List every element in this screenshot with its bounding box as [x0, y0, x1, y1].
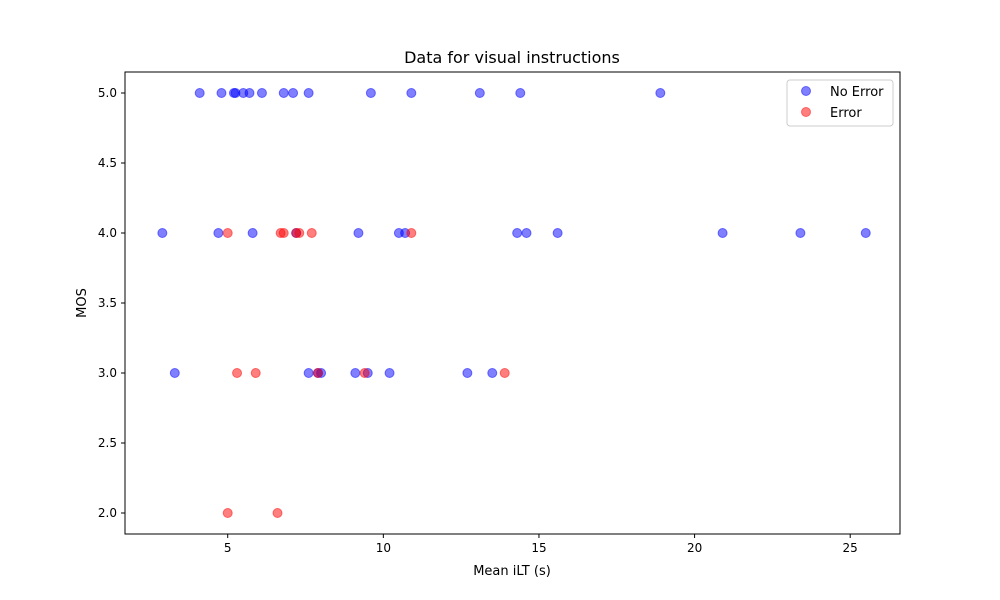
chart-title: Data for visual instructions [404, 48, 620, 67]
y-tick-label: 3.0 [98, 366, 117, 380]
data-point-no-error [384, 368, 395, 378]
data-point-no-error [353, 228, 364, 238]
x-tick-label: 20 [687, 541, 702, 555]
x-tick-label: 5 [224, 541, 232, 555]
data-point-no-error [512, 228, 523, 238]
data-point-error [222, 228, 233, 238]
data-point-no-error [365, 88, 376, 98]
legend-label-error: Error [830, 106, 862, 121]
legend-marker-no-error [801, 86, 811, 96]
data-point-error [359, 368, 370, 378]
y-tick-label: 2.5 [98, 436, 117, 450]
data-point-error [222, 508, 233, 518]
data-point-no-error [462, 368, 473, 378]
data-point-no-error [860, 228, 871, 238]
data-point-no-error [795, 228, 806, 238]
data-point-no-error [278, 88, 289, 98]
data-point-no-error [552, 228, 563, 238]
y-tick-label: 2.0 [98, 506, 117, 520]
x-tick-label: 25 [843, 541, 858, 555]
data-point-no-error [406, 88, 417, 98]
data-point-error [499, 368, 510, 378]
legend: No Error Error [786, 79, 894, 127]
y-axis: 2.0 2.5 3.0 3.5 4.0 4.5 5.0 [98, 86, 125, 520]
data-point-error [232, 368, 243, 378]
data-point-error [294, 228, 305, 238]
x-axis-label: Mean iLT (s) [473, 564, 551, 579]
y-tick-label: 4.0 [98, 226, 117, 240]
data-point-no-error [350, 368, 361, 378]
data-points [157, 88, 871, 518]
data-point-no-error [194, 88, 205, 98]
y-tick-label: 4.5 [98, 156, 117, 170]
data-point-error [278, 228, 289, 238]
data-point-no-error [157, 228, 168, 238]
x-tick-label: 10 [376, 541, 391, 555]
x-axis: 5 10 15 20 25 [224, 534, 858, 555]
data-point-no-error [521, 228, 532, 238]
legend-label-no-error: No Error [830, 85, 884, 100]
data-point-error [406, 228, 417, 238]
data-point-no-error [288, 88, 299, 98]
data-point-no-error [244, 88, 255, 98]
x-tick-label: 15 [531, 541, 546, 555]
y-tick-label: 3.5 [98, 296, 117, 310]
data-point-no-error [303, 88, 314, 98]
data-point-no-error [169, 368, 180, 378]
data-point-no-error [303, 368, 314, 378]
data-point-error [306, 228, 317, 238]
data-point-no-error [213, 228, 224, 238]
data-point-no-error [256, 88, 267, 98]
data-point-error [312, 368, 323, 378]
data-point-no-error [474, 88, 485, 98]
data-point-no-error [655, 88, 666, 98]
data-point-error [272, 508, 283, 518]
legend-marker-error [801, 107, 811, 117]
data-point-error [250, 368, 261, 378]
y-tick-label: 5.0 [98, 86, 117, 100]
data-point-no-error [487, 368, 498, 378]
data-point-no-error [216, 88, 227, 98]
data-point-no-error [247, 228, 258, 238]
y-axis-label: MOS [75, 288, 90, 318]
legend-box [786, 79, 894, 127]
data-point-no-error [515, 88, 526, 98]
plot-area-frame [124, 71, 901, 535]
data-point-no-error [717, 228, 728, 238]
